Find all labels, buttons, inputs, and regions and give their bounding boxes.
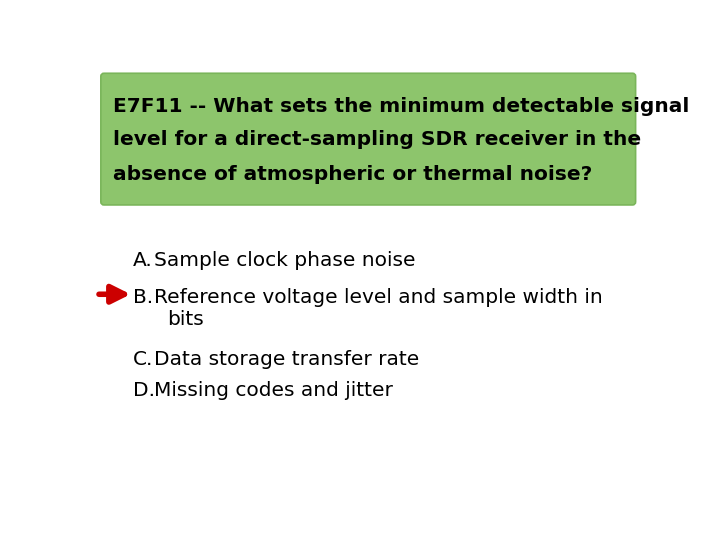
Text: E7F11 -- What sets the minimum detectable signal: E7F11 -- What sets the minimum detectabl… — [113, 97, 690, 116]
Text: Data storage transfer rate: Data storage transfer rate — [153, 350, 419, 369]
Text: level for a direct-sampling SDR receiver in the: level for a direct-sampling SDR receiver… — [113, 130, 642, 149]
Text: bits: bits — [168, 309, 204, 329]
Text: D.: D. — [132, 381, 155, 400]
Text: A.: A. — [132, 251, 153, 270]
Text: C.: C. — [132, 350, 153, 369]
Text: Reference voltage level and sample width in: Reference voltage level and sample width… — [153, 288, 603, 307]
Text: B.: B. — [132, 288, 153, 307]
Text: Missing codes and jitter: Missing codes and jitter — [153, 381, 392, 400]
Text: Sample clock phase noise: Sample clock phase noise — [153, 251, 415, 270]
Text: absence of atmospheric or thermal noise?: absence of atmospheric or thermal noise? — [113, 165, 593, 184]
FancyBboxPatch shape — [101, 73, 636, 205]
